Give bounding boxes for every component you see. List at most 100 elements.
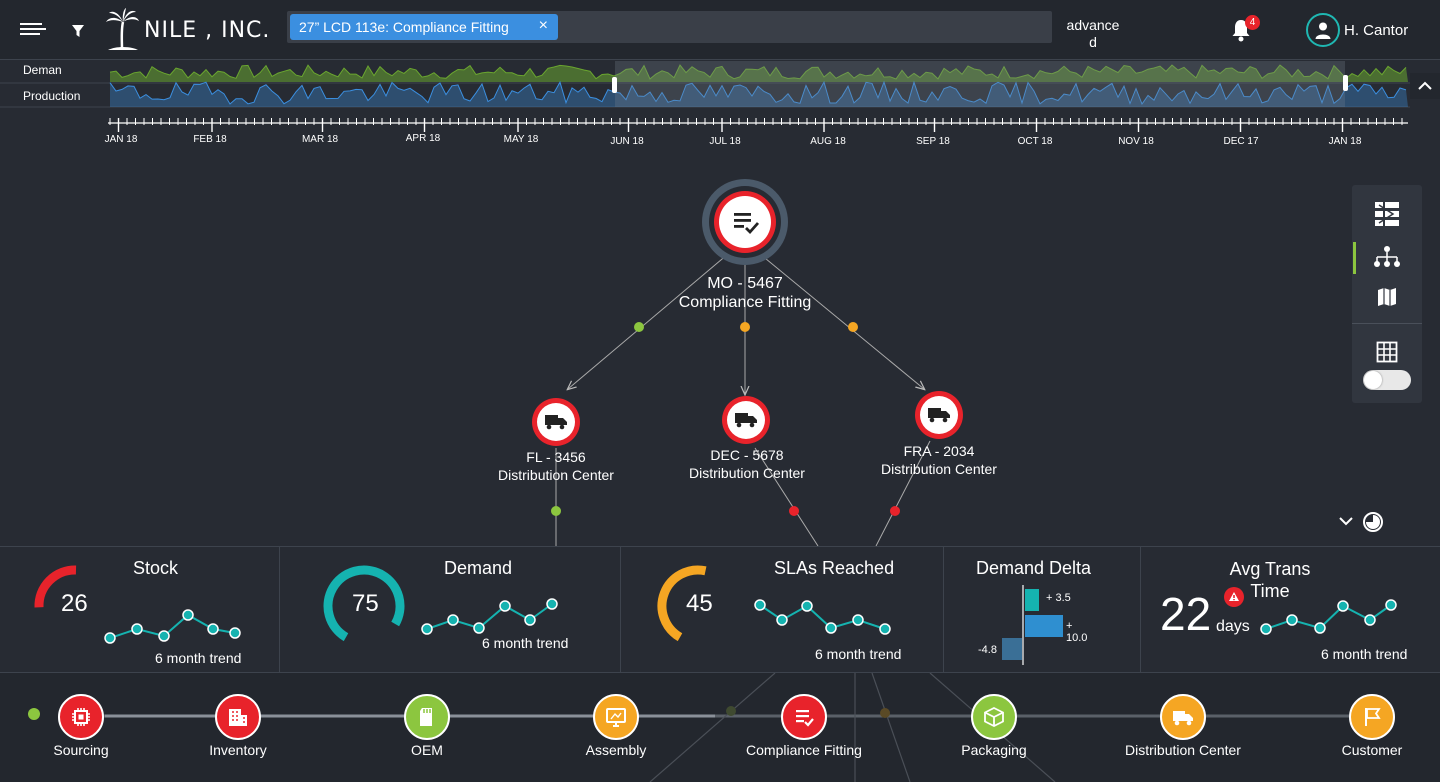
view-toggle[interactable] [1363,370,1411,390]
selection-handle-right[interactable] [1343,75,1348,91]
table-icon[interactable] [1370,337,1404,367]
slas-trend-line [754,599,891,635]
kpi-slas-trend-label: 6 month trend [815,646,902,662]
child-node-label: FL - 3456 Distribution Center [498,448,614,484]
child-node-id: FRA - 2034 [903,443,975,459]
search-bar[interactable]: 27” LCD 113e: Compliance Fitting × [287,11,1052,43]
logo[interactable]: NILE , INC. [104,8,270,52]
trend-point [776,614,788,626]
stage-node-customer[interactable] [1349,694,1395,740]
hierarchy-icon[interactable] [1370,242,1404,272]
truck-icon [545,415,567,430]
trend-point [1286,614,1298,626]
timeline-month-label: OCT 18 [1017,136,1053,147]
kpi-avg-trans-unit: days [1216,618,1250,635]
edge-status-dot [634,322,644,332]
stage-label: Customer [1341,742,1403,758]
edge-fra [759,253,924,389]
kpi-avg-trans-time[interactable]: Avg Trans Time 22 days 6 month trend [1141,547,1440,673]
root-node[interactable] [702,179,788,265]
sd-card-icon [420,708,432,726]
stock-trend-line [104,609,241,644]
timeline-selection[interactable] [615,61,1345,107]
delta-label: + 3.5 [1046,592,1071,604]
active-view-indicator [1353,242,1356,274]
child-node-dec[interactable] [722,396,770,444]
search-chip-label: 27” LCD 113e: Compliance Fitting [299,19,509,35]
timeline-chart [0,61,1410,132]
stage-label: Inventory [209,742,267,758]
selection-handle-left[interactable] [612,77,617,93]
kpi-avg-trans-trend-label: 6 month trend [1321,646,1408,662]
user-menu[interactable]: H. Cantor [1306,13,1408,47]
trend-point [852,614,864,626]
top-header: NILE , INC. 27” LCD 113e: Compliance Fit… [0,0,1440,60]
kpi-stock[interactable]: Stock 26 6 month trend [0,547,280,673]
stage-node-assembly[interactable] [593,694,639,740]
edge-fl [568,253,729,389]
timeline-month-label: JUN 18 [610,136,644,147]
trend-point [754,599,766,611]
child-node-id: DEC - 5678 [710,447,784,463]
kpi-demand[interactable]: Demand 75 6 month trend [280,547,621,673]
stage-node-compliance-fitting[interactable] [781,694,827,740]
stage-node-distribution-center[interactable] [1160,694,1206,740]
timeline-month-label: JUL 18 [709,136,741,147]
stage-label: Packaging [961,742,1027,758]
timeline-ticks [109,118,1403,132]
timeline-month-label: DEC 17 [1223,136,1259,147]
trend-point [1314,622,1326,634]
trend-point [1337,600,1349,612]
truck-icon [735,413,757,428]
stage-label: Assembly [585,742,647,758]
kpi-avg-trans-value: 22 [1160,588,1212,640]
grid-list-icon[interactable] [1370,199,1404,229]
supply-graph: MO - 5467 Compliance Fitting FL - 3456 D… [0,156,1440,546]
child-node-fl[interactable] [532,398,580,446]
timeline-month-label: FEB 18 [193,134,227,145]
close-icon[interactable]: × [538,17,548,34]
toggle-knob [1364,371,1382,389]
timeline-month-label: MAY 18 [503,134,539,145]
trend-point [447,614,459,626]
kpi-demand-delta[interactable]: Demand Delta + 3.5 + 10.0 -4.8 [944,547,1141,673]
menu-icon[interactable] [20,20,46,40]
kpi-avg-trans-title: Avg Trans Time [1229,559,1311,601]
process-flow: Sourcing Inventory OEM Assembly Compliance F… [0,673,1440,782]
production-sparkline [109,80,1408,107]
delta-label: + 10.0 [1066,620,1088,644]
notification-badge: 4 [1245,15,1260,30]
timeline-month-label: APR 18 [405,133,441,144]
kpi-slas-value: 45 [686,590,713,617]
timer-icon[interactable] [1362,511,1384,533]
kpi-slas[interactable]: SLAs Reached 45 6 month trend [621,547,944,673]
building-icon [229,709,247,726]
delta-bar-positive [1025,589,1039,611]
chip-icon [72,708,90,726]
palm-tree-icon [106,8,139,51]
root-node-label: MO - 5467 Compliance Fitting [679,274,812,312]
trend-point [825,622,837,634]
trend-point [473,622,485,634]
map-icon[interactable] [1370,282,1404,312]
avg-trans-trend-line [1260,599,1397,635]
child-node-label: FRA - 2034 Distribution Center [881,442,997,478]
stage-label: Distribution Center [1125,742,1241,758]
timeline-brush[interactable]: Deman d Production JAN 18 FEB 18 MAR 18 APR… [0,61,1440,156]
search-chip[interactable]: 27” LCD 113e: Compliance Fitting × [290,14,558,40]
child-node-fra[interactable] [915,391,963,439]
filter-icon[interactable] [70,22,86,40]
stage-node-packaging[interactable] [971,694,1017,740]
demand-sparkline [109,64,1408,82]
stage-node-sourcing[interactable] [58,694,104,740]
stage-node-inventory[interactable] [215,694,261,740]
chevron-up-icon[interactable] [1410,73,1440,99]
child-node-name: Distribution Center [689,465,805,481]
advanced-search-link[interactable]: advance d [1066,17,1120,50]
chevron-down-icon[interactable] [1338,513,1354,529]
stage-label: Sourcing [53,742,109,758]
truck-icon [1173,711,1193,726]
timeline-label-demand: Deman d [23,63,62,77]
stage-node-oem[interactable] [404,694,450,740]
